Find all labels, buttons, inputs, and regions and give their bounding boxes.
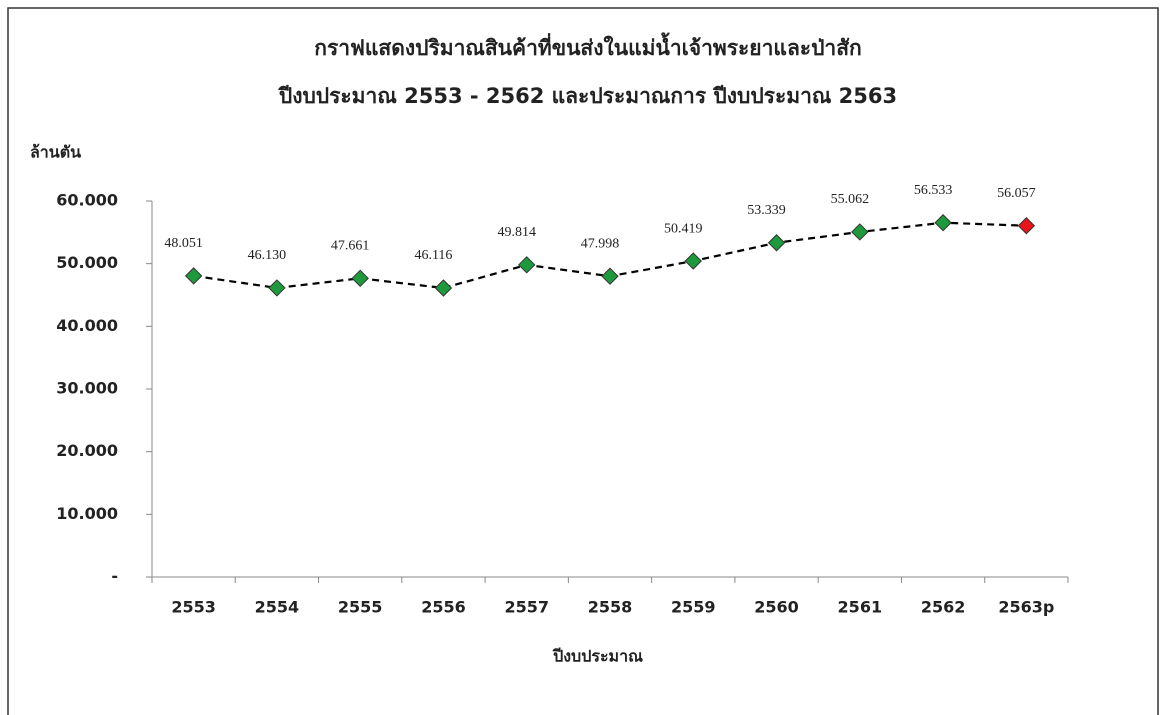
y-tick-label: 50.000 bbox=[56, 253, 118, 272]
x-tick-label: 2553 bbox=[171, 598, 216, 617]
value-label: 47.998 bbox=[581, 236, 620, 251]
value-label: 56.057 bbox=[997, 186, 1036, 201]
value-label: 46.130 bbox=[248, 248, 287, 263]
y-tick-label: - bbox=[111, 567, 118, 586]
y-tick-label: 10.000 bbox=[56, 504, 118, 523]
y-tick-label: 20.000 bbox=[56, 441, 118, 460]
x-tick-label: 2562 bbox=[921, 598, 966, 617]
point-marker bbox=[934, 214, 952, 232]
point-marker bbox=[184, 267, 203, 285]
point-marker bbox=[851, 223, 869, 241]
value-label: 46.116 bbox=[414, 248, 452, 263]
chart-title: กราฟแสดงปริมาณสินค้าที่ขนส่งในแม่น้ำเจ้า… bbox=[314, 32, 862, 60]
point-marker bbox=[434, 279, 453, 297]
point-marker bbox=[684, 252, 702, 270]
y-axis-title: ล้านตัน bbox=[30, 143, 81, 162]
value-label: 48.051 bbox=[164, 236, 203, 251]
x-tick-label: 2560 bbox=[754, 598, 799, 617]
x-axis-title: ปีงบประมาณ bbox=[552, 647, 643, 666]
value-label: 50.419 bbox=[664, 221, 703, 236]
value-label: 56.533 bbox=[914, 183, 953, 198]
point-marker bbox=[351, 269, 369, 288]
value-label: 47.661 bbox=[331, 239, 370, 254]
x-tick-label: 2555 bbox=[338, 598, 383, 617]
y-tick-label: 60.000 bbox=[56, 191, 118, 210]
point-marker bbox=[518, 256, 536, 274]
frame bbox=[7, 7, 1159, 715]
value-label: 53.339 bbox=[747, 203, 786, 218]
x-tick-label: 2554 bbox=[255, 598, 300, 617]
x-tick-label: 2563p bbox=[998, 598, 1054, 617]
x-tick-label: 2557 bbox=[504, 598, 549, 617]
x-tick-label: 2558 bbox=[588, 598, 633, 617]
x-tick-label: 2559 bbox=[671, 598, 716, 617]
y-tick-label: 40.000 bbox=[56, 316, 118, 335]
x-tick-label: 2561 bbox=[838, 598, 883, 617]
point-marker bbox=[268, 279, 286, 297]
value-label: 55.062 bbox=[831, 192, 870, 207]
chart-subtitle: ปีงบประมาณ 2553 - 2562 และประมาณการ ปีงบ… bbox=[277, 84, 897, 108]
point-marker bbox=[601, 267, 619, 285]
point-marker bbox=[1017, 217, 1036, 235]
x-tick-label: 2556 bbox=[421, 598, 466, 617]
value-label: 49.814 bbox=[497, 225, 536, 240]
point-marker bbox=[767, 234, 786, 252]
y-tick-label: 30.000 bbox=[56, 379, 118, 398]
